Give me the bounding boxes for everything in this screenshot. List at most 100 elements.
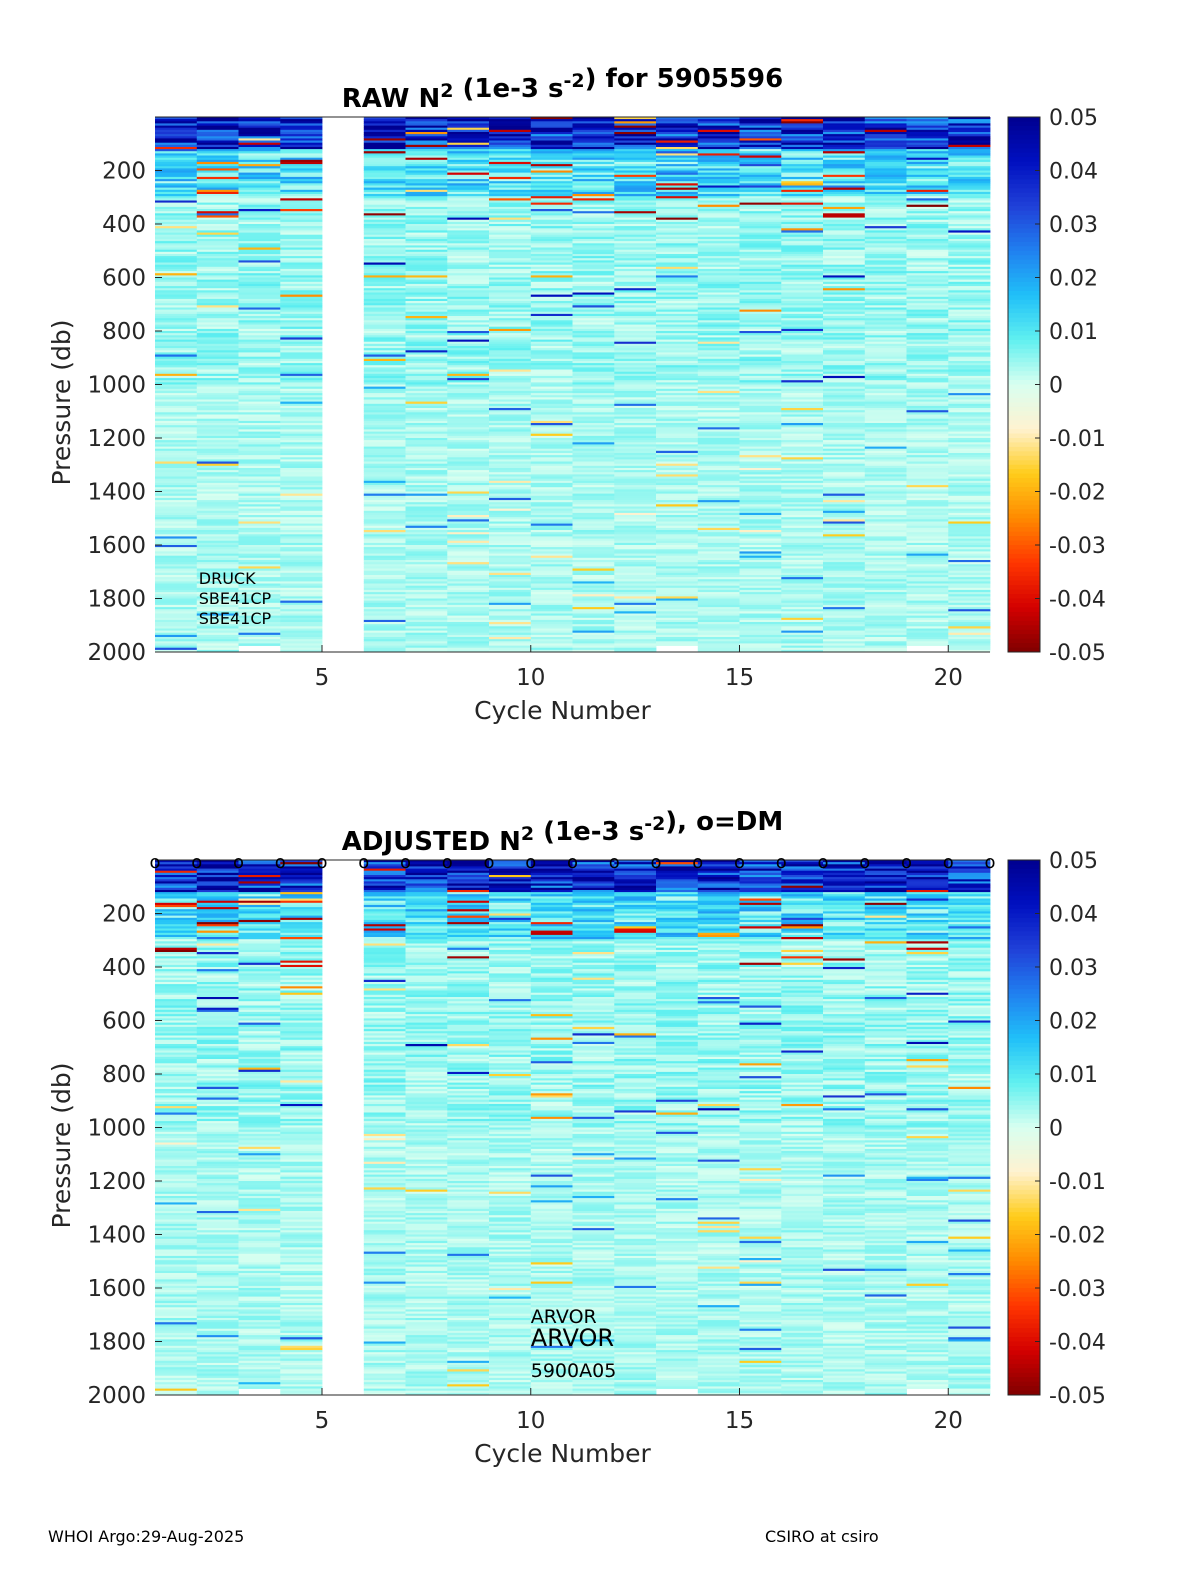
heatmap-cell [656, 551, 698, 554]
heatmap-cell [614, 151, 656, 154]
heatmap-cell [531, 504, 573, 507]
heatmap-cell [155, 605, 197, 608]
heatmap-cell [489, 605, 531, 608]
heatmap-cell [531, 248, 573, 251]
heatmap-cell [614, 541, 656, 544]
heatmap-cell [698, 166, 740, 169]
heatmap-cell [447, 365, 489, 368]
heatmap-cell [447, 536, 489, 539]
colorbar-tick-label: -0.01 [1049, 427, 1106, 452]
heatmap-cell [280, 466, 322, 469]
heatmap-cell [489, 455, 531, 458]
heatmap-cell [239, 359, 281, 362]
heatmap-cell [573, 633, 615, 636]
heatmap-cell [698, 130, 740, 133]
heatmap-cell [531, 177, 573, 180]
x-tick-label: 5 [315, 665, 330, 691]
heatmap-cell [197, 387, 239, 390]
heatmap-cell [155, 451, 197, 454]
colorbar-swatch [1008, 117, 1040, 122]
heatmap-cell [573, 344, 615, 347]
heatmap-cell [781, 177, 823, 180]
heatmap-cell [781, 183, 823, 186]
heatmap-cell [155, 397, 197, 400]
heatmap-cell [155, 194, 197, 197]
colorbar-swatch [1008, 353, 1040, 358]
heatmap-cell [656, 327, 698, 330]
heatmap-cell [155, 344, 197, 347]
heatmap-cell [698, 573, 740, 576]
heatmap-cell [280, 119, 322, 122]
heatmap-cell [531, 509, 573, 512]
heatmap-cell [280, 269, 322, 272]
heatmap-cell [656, 119, 698, 122]
heatmap-cell [364, 134, 406, 137]
heatmap-cell [781, 295, 823, 298]
colorbar-swatch [1008, 215, 1040, 220]
heatmap-cell [865, 419, 907, 422]
heatmap-cell [364, 562, 406, 565]
heatmap-cell [740, 359, 782, 362]
heatmap-cell [531, 590, 573, 593]
heatmap-cell [406, 258, 448, 261]
heatmap-cell [239, 466, 281, 469]
heatmap-cell [698, 290, 740, 293]
heatmap-cell [865, 344, 907, 347]
heatmap-cell [573, 162, 615, 165]
heatmap-cell [531, 423, 573, 426]
heatmap-cell [740, 156, 782, 159]
heatmap-cell [364, 333, 406, 336]
heatmap-cell [781, 252, 823, 255]
heatmap-cell [614, 622, 656, 625]
heatmap-cell [656, 348, 698, 351]
heatmap-cell [740, 387, 782, 390]
heatmap-cell [740, 402, 782, 405]
heatmap-cell [406, 290, 448, 293]
heatmap-cell [364, 194, 406, 197]
heatmap-cell [740, 530, 782, 533]
y-tick-label: 2000 [87, 640, 146, 666]
heatmap-cell [155, 937, 197, 940]
heatmap-cell [865, 483, 907, 486]
colorbar-swatch [1008, 246, 1040, 251]
heatmap-cell [364, 569, 406, 572]
colorbar-swatch [1008, 425, 1040, 430]
heatmap-cell [948, 455, 990, 458]
heatmap-cell [489, 226, 531, 229]
heatmap-cell [573, 177, 615, 180]
heatmap-cell [364, 305, 406, 308]
heatmap-cell [155, 230, 197, 233]
heatmap-cell [823, 440, 865, 443]
heatmap-cell [865, 616, 907, 619]
heatmap-cell [447, 434, 489, 437]
heatmap-cell [280, 248, 322, 251]
heatmap-cell [781, 359, 823, 362]
heatmap-cell [239, 194, 281, 197]
heatmap-cell [531, 130, 573, 133]
heatmap-cell [447, 183, 489, 186]
heatmap-cell [573, 205, 615, 208]
heatmap-cell [489, 487, 531, 490]
heatmap-cell [364, 209, 406, 212]
heatmap-cell [865, 348, 907, 351]
heatmap-cell [740, 419, 782, 422]
heatmap-cell [698, 151, 740, 154]
heatmap-cell [489, 241, 531, 244]
colorbar-swatch [1008, 643, 1040, 648]
heatmap-cell [865, 494, 907, 497]
heatmap-cell [948, 230, 990, 233]
heatmap-cell [364, 205, 406, 208]
heatmap-cell [740, 312, 782, 315]
heatmap-cell [573, 123, 615, 126]
heatmap-cell [406, 166, 448, 169]
heatmap-cell [656, 477, 698, 480]
heatmap-cell [239, 305, 281, 308]
heatmap-cell [698, 322, 740, 325]
heatmap-cell [740, 241, 782, 244]
heatmap-cell [364, 355, 406, 358]
heatmap-cell [614, 305, 656, 308]
heatmap-cell [698, 466, 740, 469]
heatmap-cell [280, 402, 322, 405]
heatmap-cell [907, 348, 949, 351]
heatmap-cell [489, 451, 531, 454]
